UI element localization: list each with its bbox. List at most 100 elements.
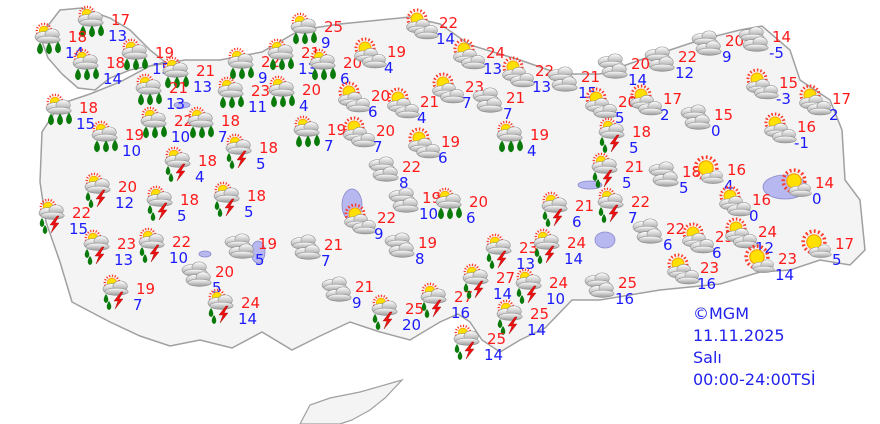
- min-temp: 4: [384, 59, 394, 77]
- weather-station[interactable]: 219: [321, 276, 374, 312]
- lake-keban: [594, 231, 616, 249]
- min-temp: 5: [629, 139, 639, 157]
- weather-station[interactable]: 197: [293, 115, 346, 155]
- min-temp: -3: [776, 90, 791, 108]
- weather-station[interactable]: 172: [630, 84, 683, 124]
- weather-station[interactable]: 227: [597, 187, 650, 227]
- weather-station[interactable]: 187: [187, 106, 240, 146]
- weather-station[interactable]: 217: [472, 87, 525, 123]
- weather-station[interactable]: 205: [181, 261, 234, 297]
- weather-station[interactable]: 207: [343, 116, 396, 156]
- max-temp: 19: [327, 121, 346, 139]
- min-temp: 9: [258, 69, 268, 87]
- weather-station[interactable]: 206: [338, 81, 391, 121]
- weather-station[interactable]: 229: [344, 203, 397, 243]
- rain-drop-icon: [42, 225, 48, 234]
- max-temp: 20: [371, 87, 390, 105]
- weather-station[interactable]: 140: [781, 168, 834, 208]
- weather-station[interactable]: 16-1: [764, 112, 817, 152]
- weather-station[interactable]: 164: [693, 155, 746, 195]
- weather-station[interactable]: 160: [719, 185, 772, 225]
- weather-station[interactable]: 172: [799, 84, 852, 124]
- max-temp: 25: [324, 18, 343, 36]
- min-temp: 6: [572, 213, 582, 231]
- weather-station[interactable]: 194: [354, 37, 407, 77]
- max-temp: 19: [387, 43, 406, 61]
- weather-station[interactable]: 195: [224, 233, 277, 269]
- min-temp: 10: [122, 142, 141, 160]
- max-temp: 25: [530, 305, 549, 323]
- min-temp: 5: [244, 203, 254, 221]
- min-temp: 5: [212, 279, 222, 297]
- weather-station[interactable]: 216: [541, 191, 594, 231]
- weather-station[interactable]: 215: [591, 152, 644, 192]
- weather-station[interactable]: 185: [146, 185, 199, 225]
- weather-station[interactable]: 198: [384, 232, 437, 268]
- min-temp: 5: [679, 179, 689, 197]
- min-temp: 8: [399, 174, 409, 192]
- weather-station[interactable]: 14-5: [738, 26, 791, 62]
- weather-station[interactable]: 204: [268, 75, 321, 115]
- weather-station[interactable]: 214: [387, 87, 440, 127]
- weather-station[interactable]: 185: [213, 181, 266, 221]
- min-temp: 10: [171, 128, 190, 146]
- max-temp: 25: [405, 300, 424, 318]
- max-temp: 22: [174, 112, 193, 130]
- weather-station[interactable]: 175: [801, 229, 854, 269]
- weather-station[interactable]: 194: [496, 120, 549, 160]
- min-temp: 20: [402, 316, 421, 334]
- min-temp: 2: [829, 106, 839, 124]
- weather-station[interactable]: 259: [290, 12, 343, 52]
- min-temp: 0: [749, 207, 759, 225]
- weather-station[interactable]: 15-3: [746, 68, 799, 108]
- weather-station[interactable]: 217: [290, 234, 343, 270]
- max-temp: 21: [196, 62, 215, 80]
- min-temp: 14: [103, 70, 122, 88]
- weather-station[interactable]: 206: [435, 187, 488, 227]
- min-temp: 16: [451, 304, 470, 322]
- weather-station[interactable]: 226: [632, 218, 685, 254]
- weather-station[interactable]: 197: [102, 274, 155, 314]
- weather-station[interactable]: 196: [408, 127, 461, 167]
- min-temp: 14: [628, 71, 647, 89]
- max-temp: 22: [631, 193, 650, 211]
- max-temp: 18: [79, 99, 98, 117]
- weather-station[interactable]: 185: [598, 117, 651, 157]
- max-temp: 24: [549, 274, 568, 292]
- max-temp: 18: [259, 139, 278, 157]
- weather-station[interactable]: 228: [368, 156, 421, 192]
- min-temp: 4: [195, 168, 205, 186]
- weather-station[interactable]: 150: [680, 104, 733, 140]
- weather-station[interactable]: 185: [225, 133, 278, 173]
- rain-icon: [227, 47, 254, 80]
- weather-station[interactable]: 184: [164, 146, 217, 186]
